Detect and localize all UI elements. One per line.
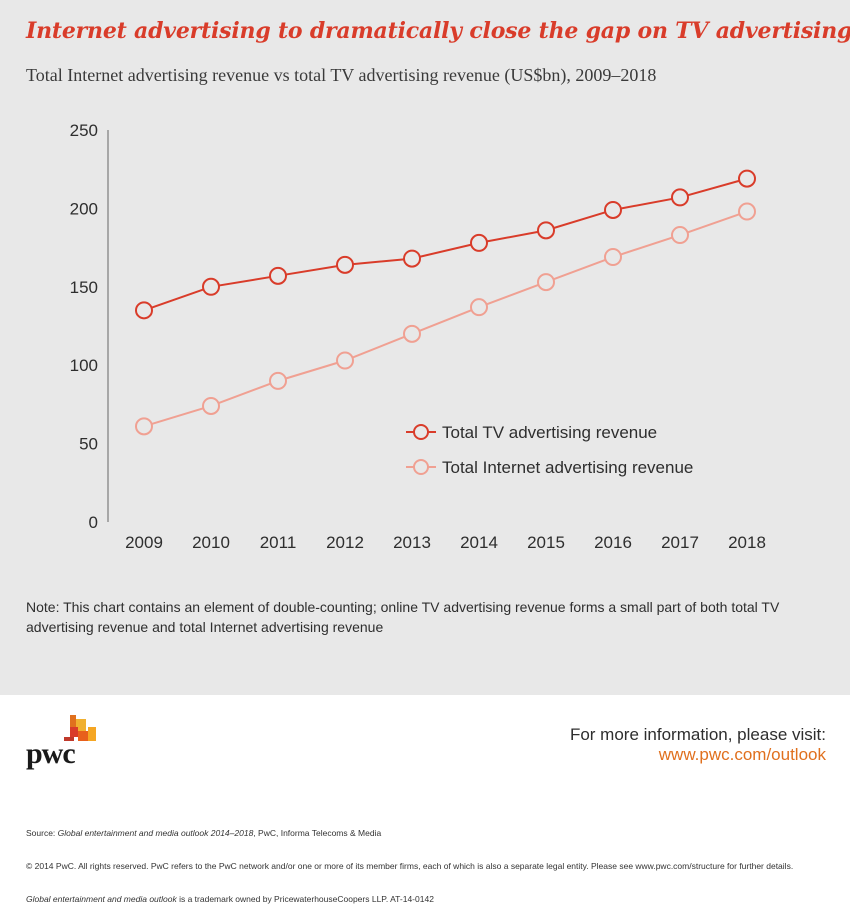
data-point	[671, 226, 689, 245]
data-point	[336, 351, 354, 370]
chart-panel	[0, 0, 850, 695]
data-point	[403, 249, 421, 268]
data-point	[604, 248, 622, 267]
trademark-suffix: is a trademark owned by PricewaterhouseC…	[176, 894, 434, 904]
x-tick-label: 2011	[260, 533, 297, 552]
data-point	[537, 221, 555, 240]
x-tick-label: 2012	[326, 533, 364, 552]
line-chart: 0 50 100 150 200 250 2009 2010 2011 2012 2013 2014 2…	[70, 121, 766, 552]
data-point	[336, 255, 354, 274]
x-tick-label: 2009	[125, 533, 163, 552]
chart-subtitle: Total Internet advertising revenue vs to…	[26, 65, 657, 85]
source-suffix: , PwC, Informa Telecoms & Media	[253, 828, 382, 838]
x-tick-label: 2015	[527, 533, 565, 552]
legend-marker	[413, 424, 429, 440]
data-point	[537, 273, 555, 292]
legend-label: Total Internet advertising revenue	[442, 458, 693, 477]
data-point	[403, 324, 421, 343]
trademark-title: Global entertainment and media outlook	[26, 894, 177, 904]
data-point	[202, 277, 220, 296]
y-tick-label: 150	[70, 278, 98, 297]
series-line	[143, 177, 748, 312]
series-line	[143, 210, 748, 428]
info-label: For more information, please visit:	[569, 725, 826, 744]
copyright-text: © 2014 PwC. All rights reserved. PwC ref…	[26, 861, 794, 871]
x-tick-label: 2013	[393, 533, 431, 552]
source-text: Source: Global entertainment and media o…	[26, 827, 381, 839]
data-point	[470, 298, 488, 317]
data-point	[604, 200, 622, 219]
data-point	[135, 301, 153, 320]
pwc-logo-text: pwc	[26, 737, 76, 770]
x-tick-label: 2014	[460, 533, 498, 552]
x-tick-label: 2016	[594, 533, 632, 552]
chart-title: Internet advertising to dramatically clo…	[26, 18, 850, 44]
source-title: Global entertainment and media outlook 2…	[57, 828, 254, 838]
outlook-link[interactable]: www.pwc.com/outlook	[658, 745, 826, 764]
data-point	[738, 202, 756, 221]
data-point	[738, 169, 756, 188]
data-point	[470, 233, 488, 252]
y-tick-label: 50	[79, 435, 98, 454]
pwc-logo-icon	[64, 715, 96, 741]
trademark-text: Global entertainment and media outlook i…	[26, 893, 434, 905]
data-point	[202, 396, 220, 415]
legend-label: Total TV advertising revenue	[442, 423, 657, 442]
data-point	[671, 188, 689, 207]
y-tick-label: 250	[70, 121, 98, 140]
legend-marker	[413, 459, 429, 475]
x-tick-label: 2010	[192, 533, 230, 552]
data-point	[269, 371, 287, 390]
source-prefix: Source:	[26, 828, 58, 838]
x-tick-label: 2017	[661, 533, 699, 552]
data-point	[135, 417, 153, 436]
x-tick-label: 2018	[728, 533, 766, 552]
y-tick-label: 200	[70, 199, 98, 218]
data-point	[269, 266, 287, 285]
chart-note: Note: This chart contains an element of …	[26, 599, 780, 635]
y-tick-label: 0	[89, 513, 98, 532]
y-tick-label: 100	[70, 356, 98, 375]
